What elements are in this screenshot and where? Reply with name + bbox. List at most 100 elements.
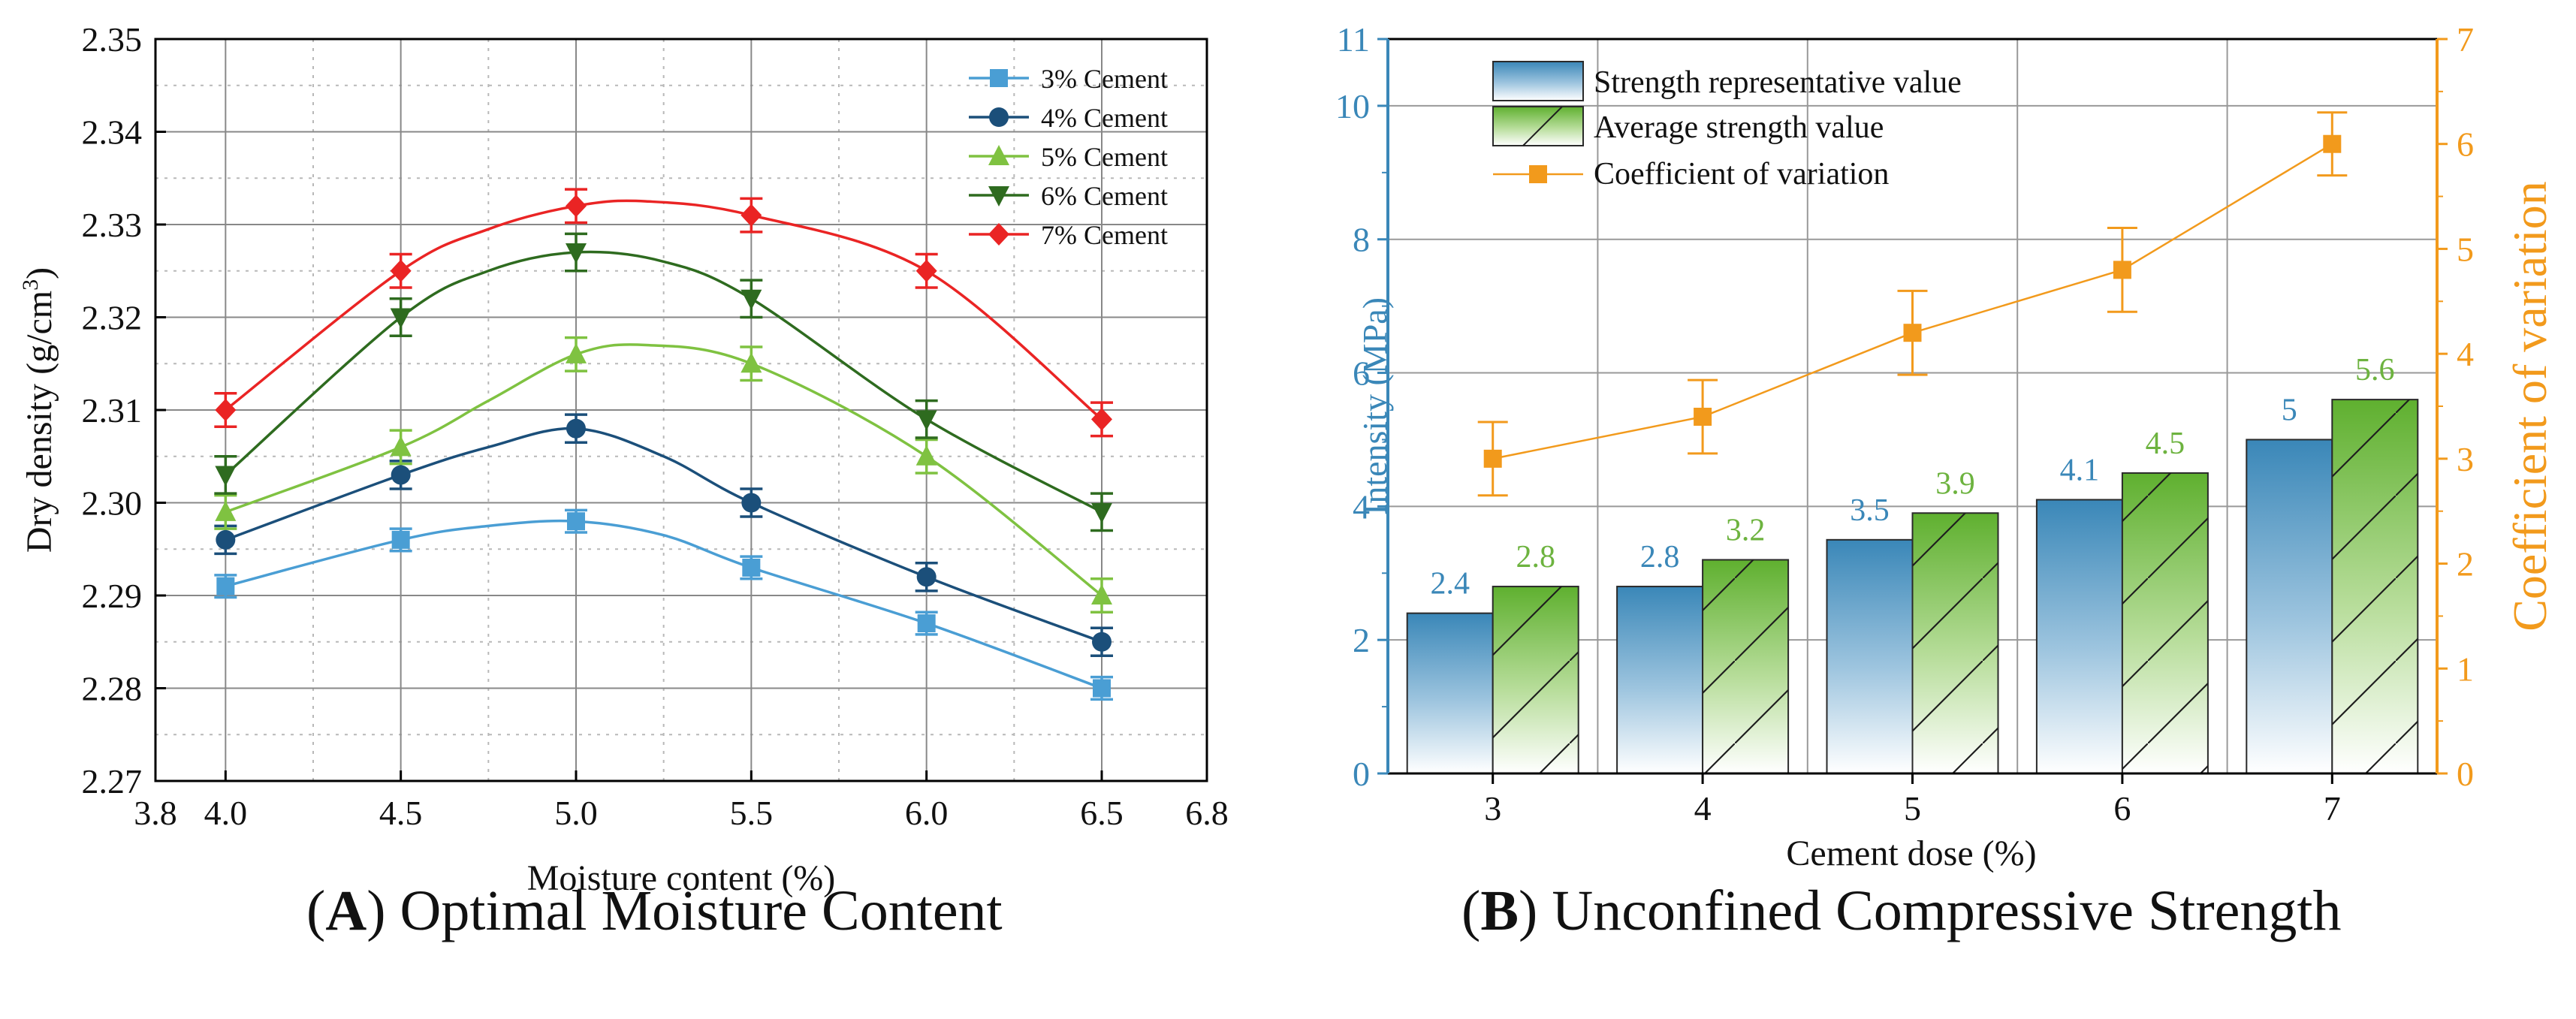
caption-b-letter: B: [1480, 879, 1519, 942]
chart-a-legend-marker: [988, 186, 1009, 207]
chart-a-legend-label: 4% Cement: [1041, 103, 1168, 133]
chart-a-data-point: [215, 466, 237, 487]
chart-b-bar-representative: [1406, 612, 1494, 774]
chart-b-legend-swatch-average: [1492, 106, 1584, 146]
chart-a-data-point: [1091, 408, 1112, 431]
chart-b-y-right-tick-label: 1: [2457, 650, 2474, 688]
chart-a-data-point: [390, 436, 412, 457]
chart-a-data-point: [1091, 584, 1112, 604]
chart-a-data-point: [916, 567, 937, 587]
chart-b-bar-label-representative: 3.5: [1850, 493, 1890, 528]
chart-a-y-label-main: Dry density (g/cm: [20, 291, 59, 553]
chart-a-y-tick-label: 2.30: [82, 484, 143, 523]
chart-a-y-tick-label: 2.29: [82, 577, 143, 615]
chart-a-x-tick-label: 6.0: [905, 794, 949, 832]
chart-a-x-tick-label: 5.5: [730, 794, 774, 832]
chart-a-data-point: [216, 577, 235, 595]
chart-a-data-point: [391, 465, 411, 485]
chart-a-data-point: [915, 410, 937, 431]
chart-a-data-point: [566, 342, 587, 363]
chart-a-y-tick-label: 2.33: [82, 206, 143, 244]
chart-b-bar-representative: [1616, 586, 1704, 775]
chart-b-bar-label-representative: 2.8: [1640, 540, 1680, 574]
chart-a-series: [214, 188, 1113, 701]
chart-a-legend-marker: [988, 145, 1009, 165]
chart-b-cv-point: [1483, 449, 1502, 468]
chart-b-legend-hatch: [1522, 106, 1563, 146]
chart-b-y-tick-label: 10: [1335, 87, 1370, 125]
chart-a-legend-marker: [989, 107, 1009, 127]
chart-b-y-right-tick-label: 4: [2457, 335, 2474, 373]
chart-a-data-point: [1091, 502, 1112, 523]
chart-b-bar-average-hatch: [2332, 399, 2418, 773]
chart-a-legend-marker: [988, 223, 1009, 246]
chart-b-bar-representative: [2035, 499, 2123, 774]
chart-a-x-axis-label: Moisture content (%): [527, 858, 836, 898]
chart-b-bars: 2.4 2.8 2.8 3.2 3.5 3.9 4.1 4.5 5 5.6: [1406, 353, 2419, 775]
chart-a-y-label-sup: 3: [18, 279, 43, 291]
chart-b-y-tick-label: 2: [1353, 621, 1370, 659]
chart-b-bar-label-average: 4.5: [2146, 427, 2185, 461]
chart-b-y-tick-label: 4: [1353, 487, 1370, 526]
chart-a-x-tick-label: 6.8: [1185, 794, 1229, 832]
chart-a-data-point: [566, 194, 587, 218]
chart-a-data-point: [566, 418, 586, 439]
chart-a-y-tick-label: 2.27: [82, 762, 143, 800]
chart-a-data-point: [390, 308, 412, 329]
chart-a-data-point: [915, 259, 937, 282]
chart-a: 3.8 4.0 4.5 5.0 5.5 6.0 6.5 6.8 2.27 2.28 2.29 2.30…: [18, 20, 1229, 898]
chart-b-x-tick-label: 6: [2113, 789, 2131, 828]
chart-b-cv-point: [2113, 261, 2131, 279]
chart-a-data-point: [391, 530, 410, 549]
chart-a-legend-label: 7% Cement: [1041, 220, 1168, 250]
chart-a-data-point: [566, 243, 587, 264]
chart-b-y-right-tick-label: 5: [2457, 230, 2474, 268]
chart-a-y-axis-label: Dry density (g/cm3): [18, 267, 59, 553]
chart-a-legend-label: 5% Cement: [1041, 142, 1168, 172]
chart-a-x-tick-label: 5.0: [554, 794, 598, 832]
chart-a-data-point: [741, 289, 762, 310]
chart-a-x-tick-label: 6.5: [1080, 794, 1124, 832]
chart-b-y-tick-label: 6: [1353, 354, 1370, 393]
chart-b-x-tick-label: 7: [2324, 789, 2341, 828]
chart-b-y-axis-label: Intensity (MPa): [1356, 297, 1394, 515]
chart-b-x-axis-label: Cement dose (%): [1786, 834, 2036, 873]
caption-a-letter: A: [325, 879, 367, 942]
chart-a-y-tick-label: 2.28: [82, 670, 143, 708]
chart-b-bar-representative: [2246, 439, 2333, 774]
caption-b-text: ) Unconfined Compressive Strength: [1519, 879, 2342, 942]
chart-a-legend: 3% Cement 4% Cement 5% Cement 6% Cement 7% C…: [969, 64, 1168, 250]
chart-b-cv-point: [1694, 407, 1712, 426]
chart-b-cv-point: [1903, 324, 1922, 342]
chart-a-legend-marker: [990, 69, 1008, 87]
chart-b-y-tick-label: 11: [1337, 20, 1370, 59]
chart-a-data-point: [567, 512, 585, 531]
chart-a-data-point: [1093, 679, 1111, 698]
chart-b-ticks: 3 4 5 6 7 0 2 4 6 8 10 11 0 1 2 3 4 5 6 7: [1335, 20, 2474, 828]
chart-b-cv-point: [2323, 134, 2342, 153]
chart-b-y-tick-label: 0: [1353, 755, 1370, 793]
chart-b-y-tick-label: 8: [1353, 221, 1370, 259]
chart-a-y-tick-label: 2.31: [82, 391, 143, 430]
chart-a-data-point: [216, 529, 236, 550]
chart-a-data-point: [742, 558, 761, 577]
chart-b-bar-label-average: 3.9: [1935, 466, 1975, 501]
chart-b-legend-swatch-representative: [1492, 61, 1584, 101]
chart-a-data-point: [741, 352, 762, 373]
chart-b-legend-label-representative: Strength representative value: [1594, 65, 1962, 100]
chart-a-data-point: [741, 203, 762, 227]
chart-a-y-tick-label: 2.32: [82, 299, 143, 337]
chart-b-cv-line: [1477, 111, 2348, 497]
chart-a-data-point: [215, 399, 237, 421]
chart-a-legend-label: 3% Cement: [1041, 64, 1168, 94]
chart-b-x-tick-label: 5: [1904, 789, 1921, 828]
chart-a-data-point: [390, 259, 412, 282]
chart-b-legend-label-cv: Coefficient of variation: [1594, 157, 1889, 191]
chart-a-data-point: [215, 500, 237, 521]
chart-a-data-point: [1092, 632, 1112, 652]
chart-b-bar-label-average: 2.8: [1516, 540, 1555, 574]
chart-a-x-tick-label: 3.8: [134, 794, 177, 832]
chart-b-bar-average-hatch: [1912, 513, 1998, 773]
caption-b: (B) Unconfined Compressive Strength: [1461, 879, 2341, 944]
